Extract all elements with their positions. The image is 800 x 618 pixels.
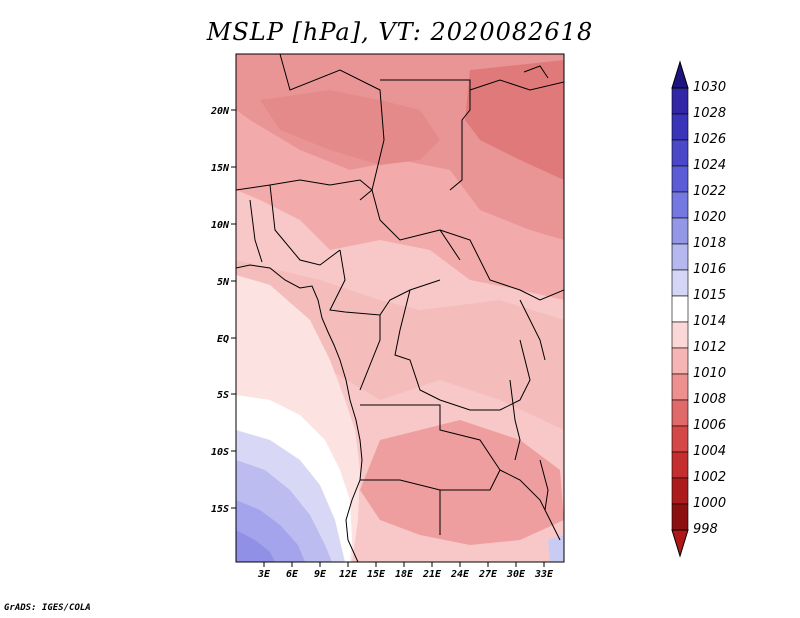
lon-label: 27E	[478, 569, 498, 580]
colorbar-cell	[671, 425, 689, 453]
lon-label: 18E	[395, 569, 414, 580]
lon-label: 21E	[422, 569, 442, 580]
colorbar-level-label: 1008	[693, 392, 727, 407]
lon-label: 30E	[506, 569, 526, 580]
lat-label: 10N	[211, 220, 230, 231]
lat-labels: 20N 15N 10N 5N EQ 5S 10S 15S	[210, 106, 230, 515]
lon-label: 3E	[257, 569, 271, 580]
axis-ticks	[231, 109, 545, 567]
borders	[236, 54, 564, 562]
colorbar-cell	[671, 503, 689, 531]
border-egypt	[469, 79, 564, 91]
border-north-2	[380, 79, 471, 191]
field-1006-northeast	[465, 60, 564, 180]
lake-tanganyika	[509, 379, 521, 461]
lat-label: 15N	[211, 163, 230, 174]
colorbar-level-label: 1012	[693, 340, 727, 355]
border-mozambique	[499, 469, 561, 541]
border-uganda	[519, 299, 546, 361]
lat-label: 5S	[217, 390, 229, 401]
colorbar-cell	[671, 87, 689, 115]
lon-label: 15E	[367, 569, 386, 580]
field-1008-sahara	[260, 90, 440, 165]
colorbar-level-label: 1015	[693, 288, 727, 303]
colorbar-cell	[671, 165, 689, 193]
field-1009-south	[360, 420, 564, 545]
field-1011	[236, 260, 564, 430]
border-car-sudan	[439, 229, 564, 301]
colorbar-level-label: 1028	[693, 106, 727, 121]
border-sahel	[236, 179, 461, 261]
grads-credit: GrADS: IGES/COLA	[4, 603, 91, 613]
border-west-africa	[249, 199, 263, 263]
lake-malawi	[539, 459, 549, 511]
colorbar-level-label: 1016	[693, 262, 727, 277]
map-frame	[235, 53, 565, 563]
colorbar-cell	[671, 243, 689, 271]
colorbar-cell	[671, 477, 689, 505]
colorbar-cell	[671, 139, 689, 167]
border-namibia	[360, 479, 441, 491]
lon-label: 33E	[534, 569, 554, 580]
colorbar-level-label: 1014	[693, 314, 727, 329]
colorbar-level-label: 1024	[693, 158, 727, 173]
colorbar-level-label: 1022	[693, 184, 727, 199]
colorbar-cell	[671, 347, 689, 375]
colorbar-cell	[671, 269, 689, 297]
colorbar-cells	[671, 87, 689, 531]
west-coastline	[236, 264, 363, 562]
lat-label: 20N	[210, 106, 230, 117]
colorbar-level-label: 1006	[693, 418, 727, 433]
colorbar-level-label: 1002	[693, 470, 727, 485]
colorbar-level-label: 1010	[693, 366, 727, 381]
colorbar-top-arrow	[671, 60, 689, 89]
colorbar-cell	[671, 295, 689, 323]
lat-label: 15S	[211, 504, 229, 515]
lon-label: 24E	[450, 569, 470, 580]
colorbar-level-label: 1004	[693, 444, 727, 459]
border-nigeria	[269, 184, 341, 266]
map-title: MSLP [hPa], VT: 2020082618	[206, 18, 594, 46]
colorbar-cell	[671, 399, 689, 427]
border-drc	[394, 289, 531, 411]
lat-label: EQ	[217, 334, 229, 345]
colorbar-cell	[671, 113, 689, 141]
field-1020	[236, 530, 275, 562]
colorbar-level-label: 1020	[693, 210, 727, 225]
lon-label: 12E	[339, 569, 358, 580]
border-cameroon	[329, 249, 441, 316]
red-sea-coast	[523, 65, 549, 79]
pressure-field	[236, 54, 564, 562]
colorbar-level-label: 998	[693, 522, 718, 537]
colorbar-cell	[671, 191, 689, 219]
lon-label: 9E	[314, 569, 327, 580]
lat-label: 5N	[217, 277, 230, 288]
border-congo	[359, 315, 381, 391]
colorbar-level-label: 1026	[693, 132, 727, 147]
colorbar-cell	[671, 451, 689, 479]
border-angola-zambia	[360, 404, 501, 535]
colorbar-level-label: 1018	[693, 236, 727, 251]
colorbar-cell	[671, 321, 689, 349]
lon-label: 6E	[286, 569, 299, 580]
lon-labels: 3E 6E 9E 12E 15E 18E 21E 24E 27E 30E 33E	[257, 569, 554, 580]
lat-label: 10S	[211, 447, 229, 458]
colorbar-cell	[671, 373, 689, 401]
colorbar-level-label: 1030	[693, 80, 727, 95]
colorbar-cell	[671, 217, 689, 245]
colorbar-bottom-arrow	[671, 529, 689, 558]
colorbar-level-label: 1000	[693, 496, 727, 511]
field-1015-east	[548, 535, 564, 562]
